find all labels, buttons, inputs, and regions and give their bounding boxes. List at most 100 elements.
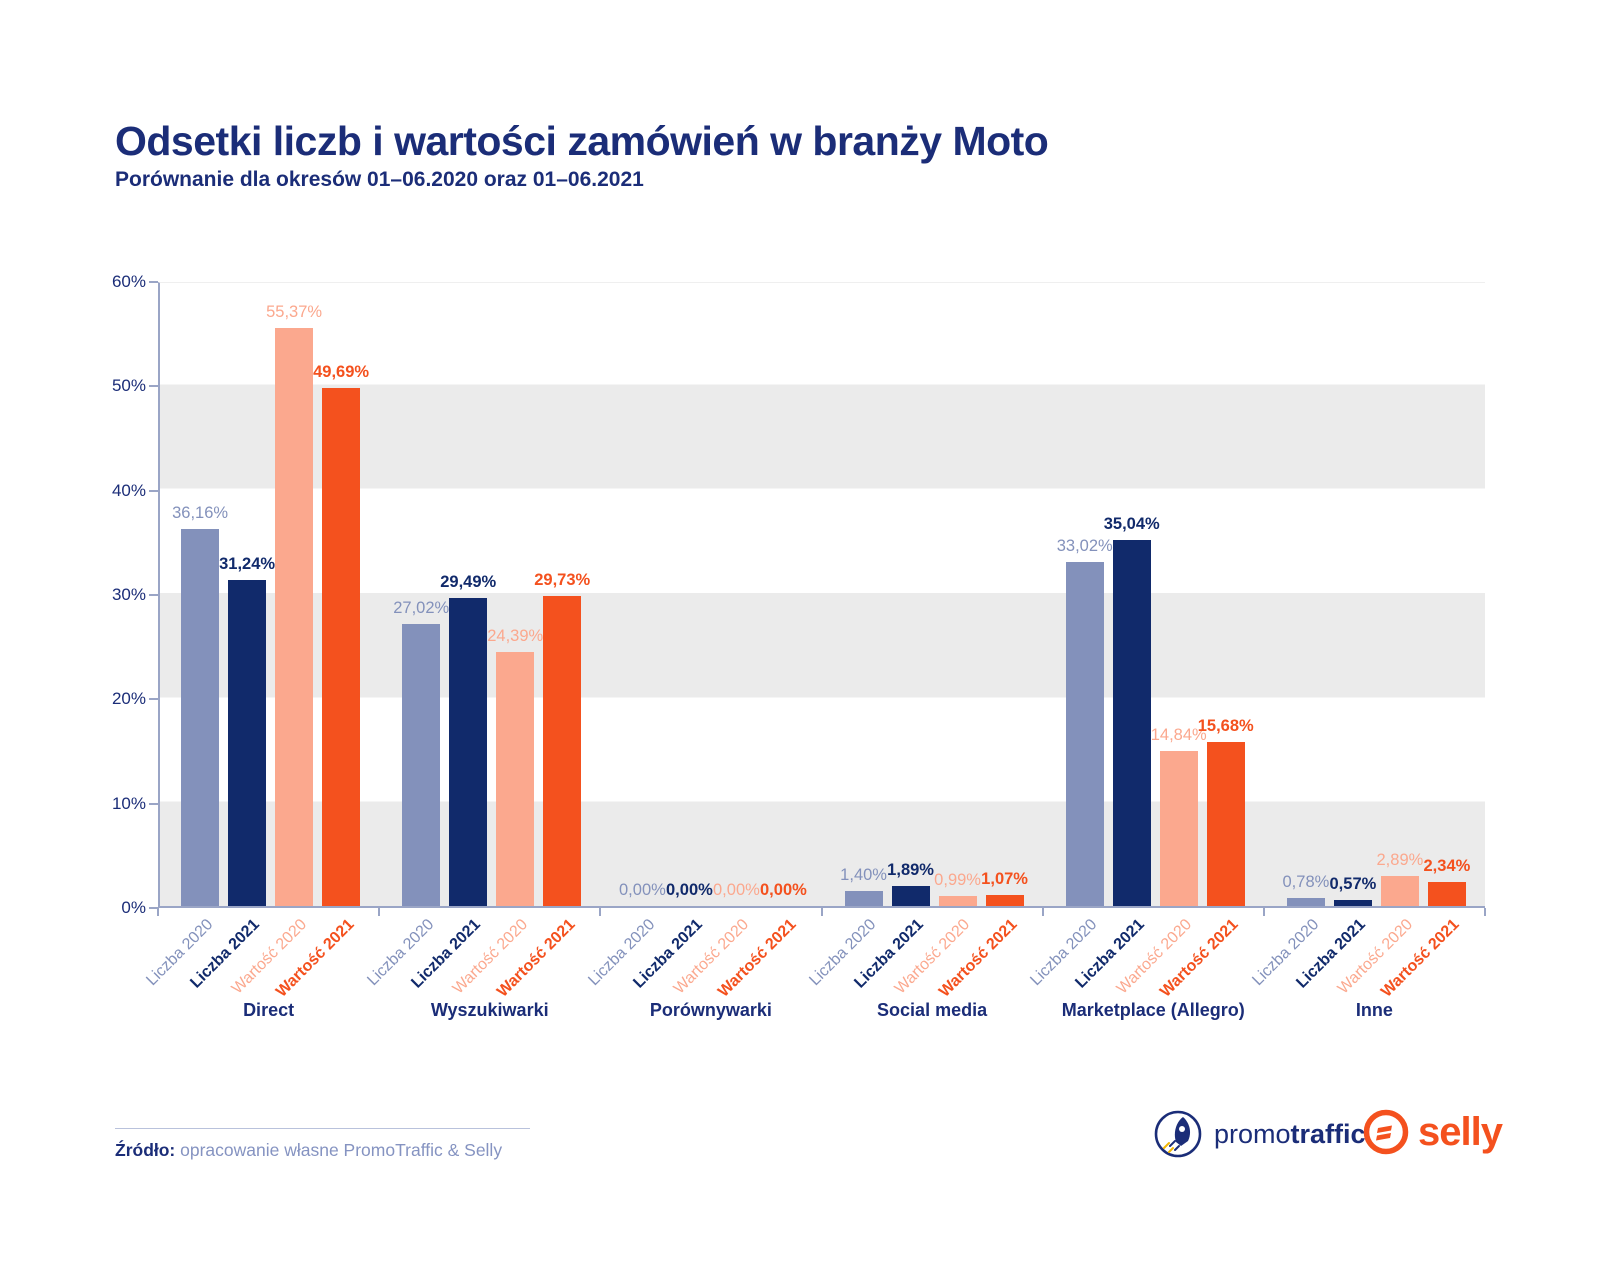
- category-label-direct: Direct: [243, 1000, 295, 1020]
- bar-group-wyszukiwarki: 27,02% Liczba 2020 29,49% Liczba 2021 24,39%…: [364, 283, 602, 1001]
- bar-warto-2020: [496, 651, 535, 906]
- y-axis-tick-label: 10%: [111, 793, 146, 813]
- bar-value-label: 2,34%: [1423, 856, 1471, 875]
- bar-warto-2020: [275, 328, 314, 906]
- bar-slot: 1,40% Liczba 2020: [806, 866, 887, 990]
- bar-value-label: 29,73%: [534, 570, 591, 589]
- bar-liczba-2020: [181, 528, 220, 906]
- category-label-inne: Inne: [1355, 1000, 1393, 1020]
- y-axis-tick-mark: [149, 281, 158, 283]
- y-axis-tick-label: 40%: [111, 480, 146, 500]
- bar-slot: 36,16% Liczba 2020: [143, 503, 229, 990]
- bar-value-label: 0,57%: [1329, 875, 1377, 894]
- bar-value-label: 31,24%: [219, 555, 276, 574]
- bar-slot: 1,07% Wartość 2021: [936, 869, 1028, 1001]
- chart-subtitle: Porównanie dla okresów 01–06.2020 oraz 0…: [115, 168, 644, 191]
- bar-value-label: 36,16%: [172, 503, 229, 522]
- bar-value-label: 24,39%: [487, 626, 544, 645]
- bar-value-label: 49,69%: [313, 362, 370, 381]
- x-axis-group-tick: [820, 908, 823, 916]
- y-axis-tick-mark: [149, 489, 158, 492]
- promotraffic-logo: promotraffic: [1152, 1108, 1366, 1160]
- bar-slot: 55,37% Wartość 2020: [228, 303, 323, 998]
- bar-slot: 27,02% Liczba 2020: [364, 599, 450, 990]
- bar-slot: 0,57% Liczba 2021: [1293, 875, 1377, 992]
- selly-wordmark: selly: [1418, 1109, 1503, 1154]
- bar-liczba-2021: [1112, 540, 1151, 906]
- bar-group-direct: 36,16% Liczba 2020 31,24% Liczba 2021 55,37%…: [143, 283, 381, 1001]
- bar-liczba-2020: [844, 891, 883, 906]
- promotraffic-wordmark: promotraffic: [1214, 1118, 1366, 1149]
- bar-liczba-2021: [228, 580, 267, 906]
- x-axis-group-tick: [1262, 908, 1265, 916]
- source-note: Źródło: opracowanie własne PromoTraffic …: [115, 1140, 502, 1161]
- plot-area: 36,16% Liczba 2020 31,24% Liczba 2021 55,37%…: [143, 282, 1487, 1001]
- bar-value-label: 2,89%: [1376, 850, 1424, 869]
- bar-value-label: 27,02%: [393, 599, 450, 618]
- bar-slot: 35,04% Liczba 2021: [1072, 515, 1160, 992]
- bar-slot: 29,49% Liczba 2021: [408, 573, 497, 992]
- x-axis-group-tick: [1041, 908, 1044, 916]
- bar-warto-2021: [1206, 742, 1245, 906]
- x-axis-group-tick: [157, 908, 159, 916]
- promotraffic-rocket-icon: [1154, 1110, 1202, 1158]
- bar-value-label: 0,99%: [934, 870, 981, 889]
- category-label-por-wnywarki: Porównywarki: [649, 1000, 772, 1020]
- bar-value-label: 0,00%: [760, 881, 807, 899]
- bar-value-label: 0,78%: [1282, 872, 1330, 891]
- bar-liczba-2020: [1286, 897, 1325, 906]
- bar-slot: 31,24% Liczba 2021: [187, 555, 276, 992]
- bar-value-label: 33,02%: [1056, 536, 1113, 555]
- y-axis-tick-mark: [149, 907, 158, 909]
- bar-slot: 2,34% Wartość 2021: [1378, 856, 1471, 1001]
- x-axis-group-tick: [378, 908, 381, 916]
- x-axis-group-tick: [599, 908, 602, 916]
- y-axis-tick-mark: [149, 385, 158, 388]
- y-axis-tick-mark: [149, 698, 158, 701]
- selly-logo: selly: [1362, 1108, 1503, 1156]
- category-label-marketplace-allegro-: Marketplace (Allegro): [1061, 1000, 1245, 1020]
- category-label-social-media: Social media: [877, 1000, 988, 1020]
- y-axis-tick-label: 50%: [111, 376, 146, 396]
- bar-group-marketplace-allegro-: 33,02% Liczba 2020 35,04% Liczba 2021 14,84%…: [1027, 283, 1266, 1001]
- bar-warto-2020: [1159, 751, 1198, 906]
- y-axis-tick-mark: [149, 802, 158, 805]
- bar-slot: 0,78% Liczba 2020: [1248, 872, 1330, 990]
- bar-value-label: 29,49%: [440, 573, 497, 592]
- bar-value-label: 14,84%: [1150, 726, 1207, 745]
- bar-slot: 49,69% Wartość 2021: [272, 362, 370, 1001]
- y-axis-tick-label: 30%: [111, 585, 146, 604]
- y-axis-tick-label: 0%: [121, 898, 146, 917]
- selly-mark-icon: [1363, 1109, 1409, 1155]
- bar-liczba-2020: [1065, 561, 1104, 906]
- bar-warto-2021: [322, 387, 361, 906]
- bar-value-label: 1,07%: [981, 869, 1028, 888]
- bar-slot: 2,89% Wartość 2020: [1334, 850, 1424, 998]
- bar-value-label: 0,00%: [713, 881, 760, 899]
- bar-value-label: 35,04%: [1103, 515, 1160, 534]
- x-axis-group-tick: [1484, 908, 1486, 916]
- bar-liczba-2021: [891, 886, 930, 906]
- source-label: Źródło:: [115, 1140, 176, 1160]
- bar-liczba-2021: [449, 598, 488, 906]
- bar-group-inne: 0,78% Liczba 2020 0,57% Liczba 2021 2,89% War…: [1248, 283, 1487, 1001]
- bar-warto-2021: [543, 595, 582, 906]
- bar-value-label: 1,89%: [887, 861, 934, 880]
- bar-value-label: 0,00%: [666, 881, 713, 899]
- chart-title: Odsetki liczb i wartości zamówień w bran…: [115, 118, 1049, 164]
- footer-divider: [115, 1128, 530, 1129]
- bar-value-label: 1,40%: [840, 866, 887, 885]
- bar-value-label: 55,37%: [266, 303, 323, 322]
- bar-liczba-2021: [1333, 900, 1372, 906]
- y-axis-tick-label: 20%: [111, 689, 146, 709]
- bar-slot: 1,89% Liczba 2021: [851, 861, 934, 992]
- source-text: opracowanie własne PromoTraffic & Selly: [175, 1140, 503, 1160]
- y-axis-tick-mark: [149, 594, 158, 596]
- category-label-wyszukiwarki: Wyszukiwarki: [430, 1000, 549, 1020]
- bar-slot: 15,68% Wartość 2021: [1157, 717, 1254, 1001]
- bar-warto-2020: [938, 895, 977, 906]
- bar-slot: 33,02% Liczba 2020: [1027, 536, 1113, 990]
- bar-warto-2021: [1427, 881, 1466, 906]
- bar-value-label: 0,00%: [619, 881, 666, 899]
